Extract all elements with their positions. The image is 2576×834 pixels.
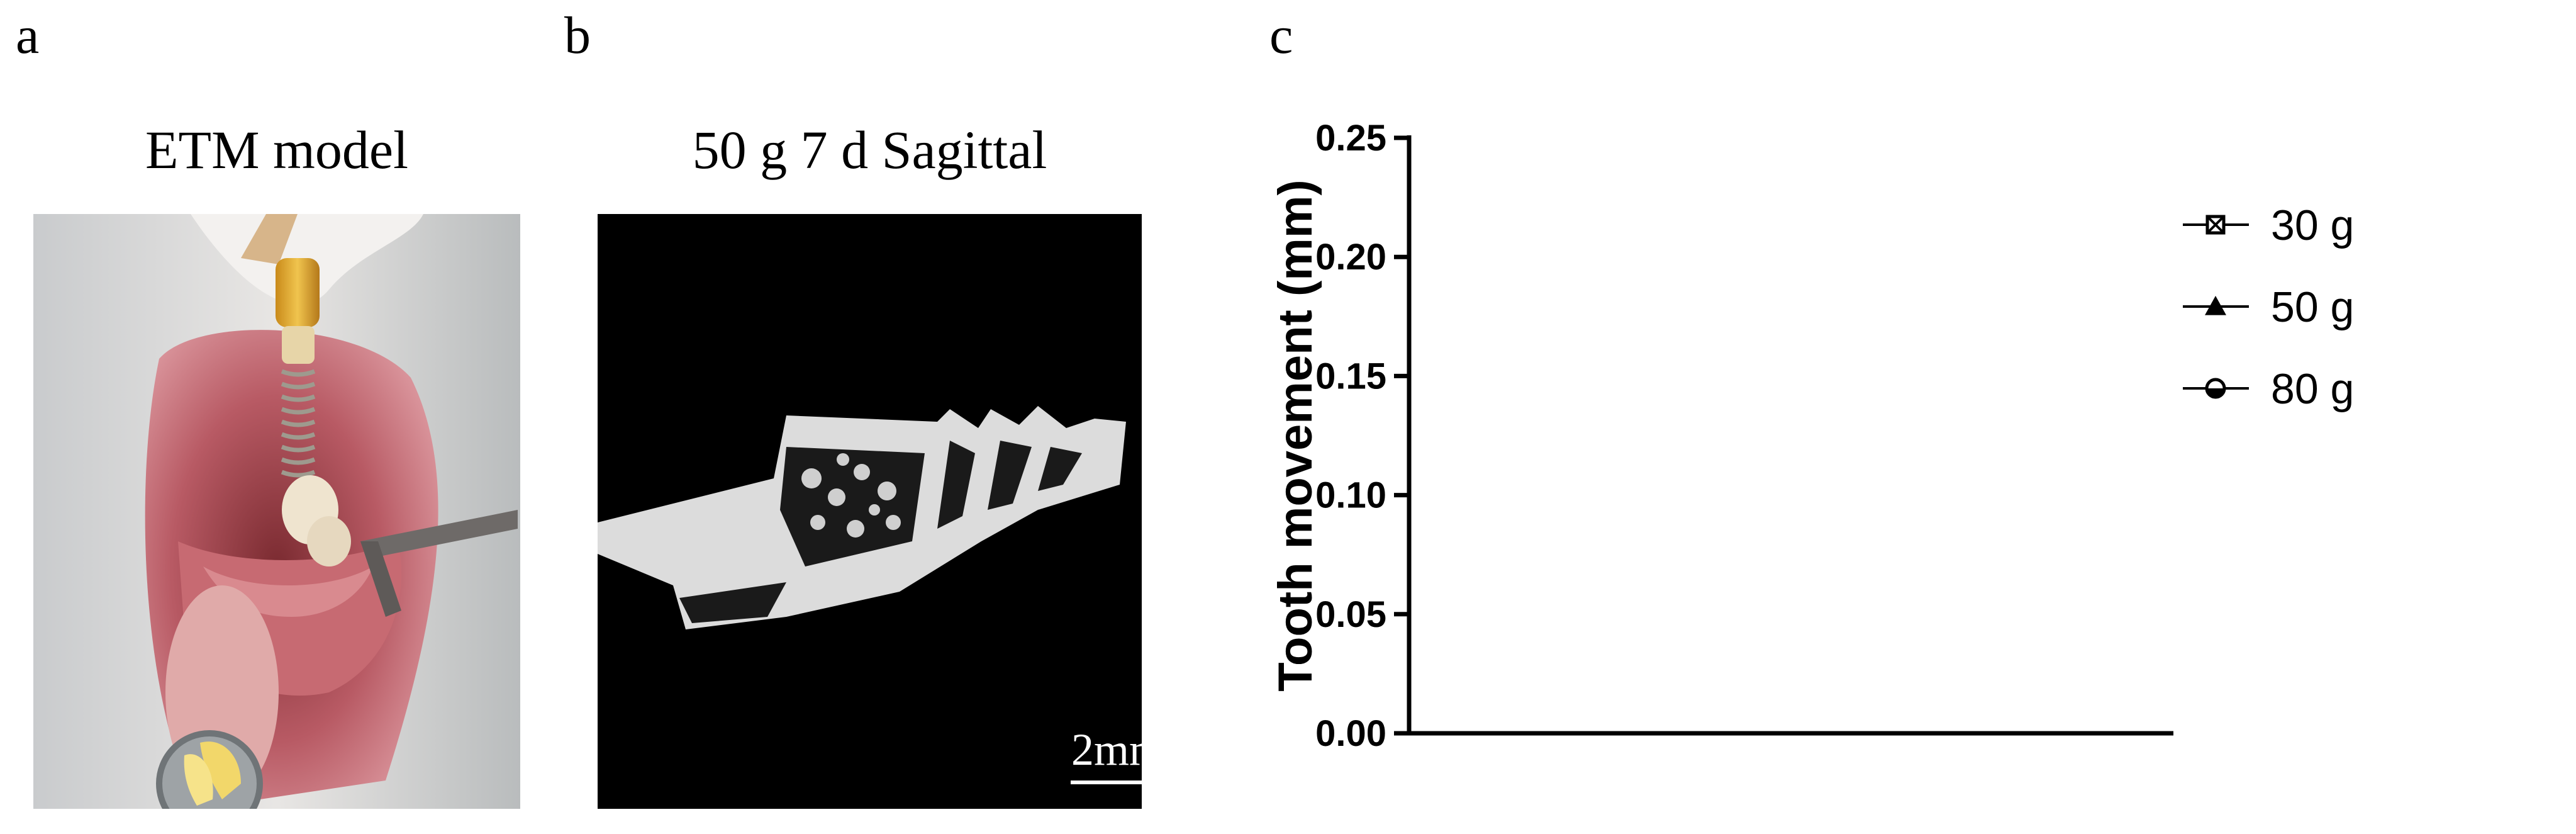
chart-legend: 30 g 50 g 80 g [2183, 201, 2354, 413]
marker-half-fill [2207, 388, 2224, 397]
etm-model-photo [33, 214, 520, 809]
y-tick-label: 0.05 [1315, 594, 1386, 635]
scale-bar-label: 2mm [1071, 724, 1142, 775]
y-tick-label: 0.15 [1315, 356, 1386, 397]
marker-triangle [2205, 296, 2226, 315]
legend-item: 80 g [2183, 365, 2354, 413]
y-tick-label: 0.00 [1315, 713, 1386, 754]
chart-axes: 0.000.050.100.150.200.251d3d5d7dTooth mo… [1269, 118, 2173, 754]
panel-c-letter: c [1269, 6, 1293, 65]
y-tick-label: 0.20 [1315, 237, 1386, 278]
panel-b-letter: b [564, 6, 591, 65]
y-axis-title: Tooth movement (mm) [1269, 179, 1322, 691]
legend-marker [2205, 378, 2226, 399]
panel-a-title: ETM model [145, 120, 408, 180]
legend-marker [2205, 215, 2226, 235]
panel-b-title: 50 g 7 d Sagittal [692, 120, 1047, 180]
scale-bar [1071, 780, 1142, 784]
tooth-movement-chart: 0.000.050.100.150.200.251d3d5d7dTooth mo… [1269, 118, 2354, 754]
rat-mouth-illustration [33, 214, 520, 809]
legend-label: 80 g [2271, 365, 2354, 413]
ct-sagittal-image: 2mm [598, 214, 1142, 809]
y-tick-label: 0.25 [1315, 118, 1386, 159]
marker-cross-b [2206, 215, 2225, 234]
panel-a-letter: a [16, 6, 40, 65]
ct-bone-illustration [598, 406, 1142, 784]
legend-label: 30 g [2271, 201, 2354, 249]
y-tick-label: 0.10 [1315, 475, 1386, 516]
legend-item: 30 g [2183, 201, 2354, 249]
legend-item: 50 g [2183, 283, 2354, 331]
legend-label: 50 g [2271, 283, 2354, 331]
legend-marker [2205, 296, 2226, 315]
